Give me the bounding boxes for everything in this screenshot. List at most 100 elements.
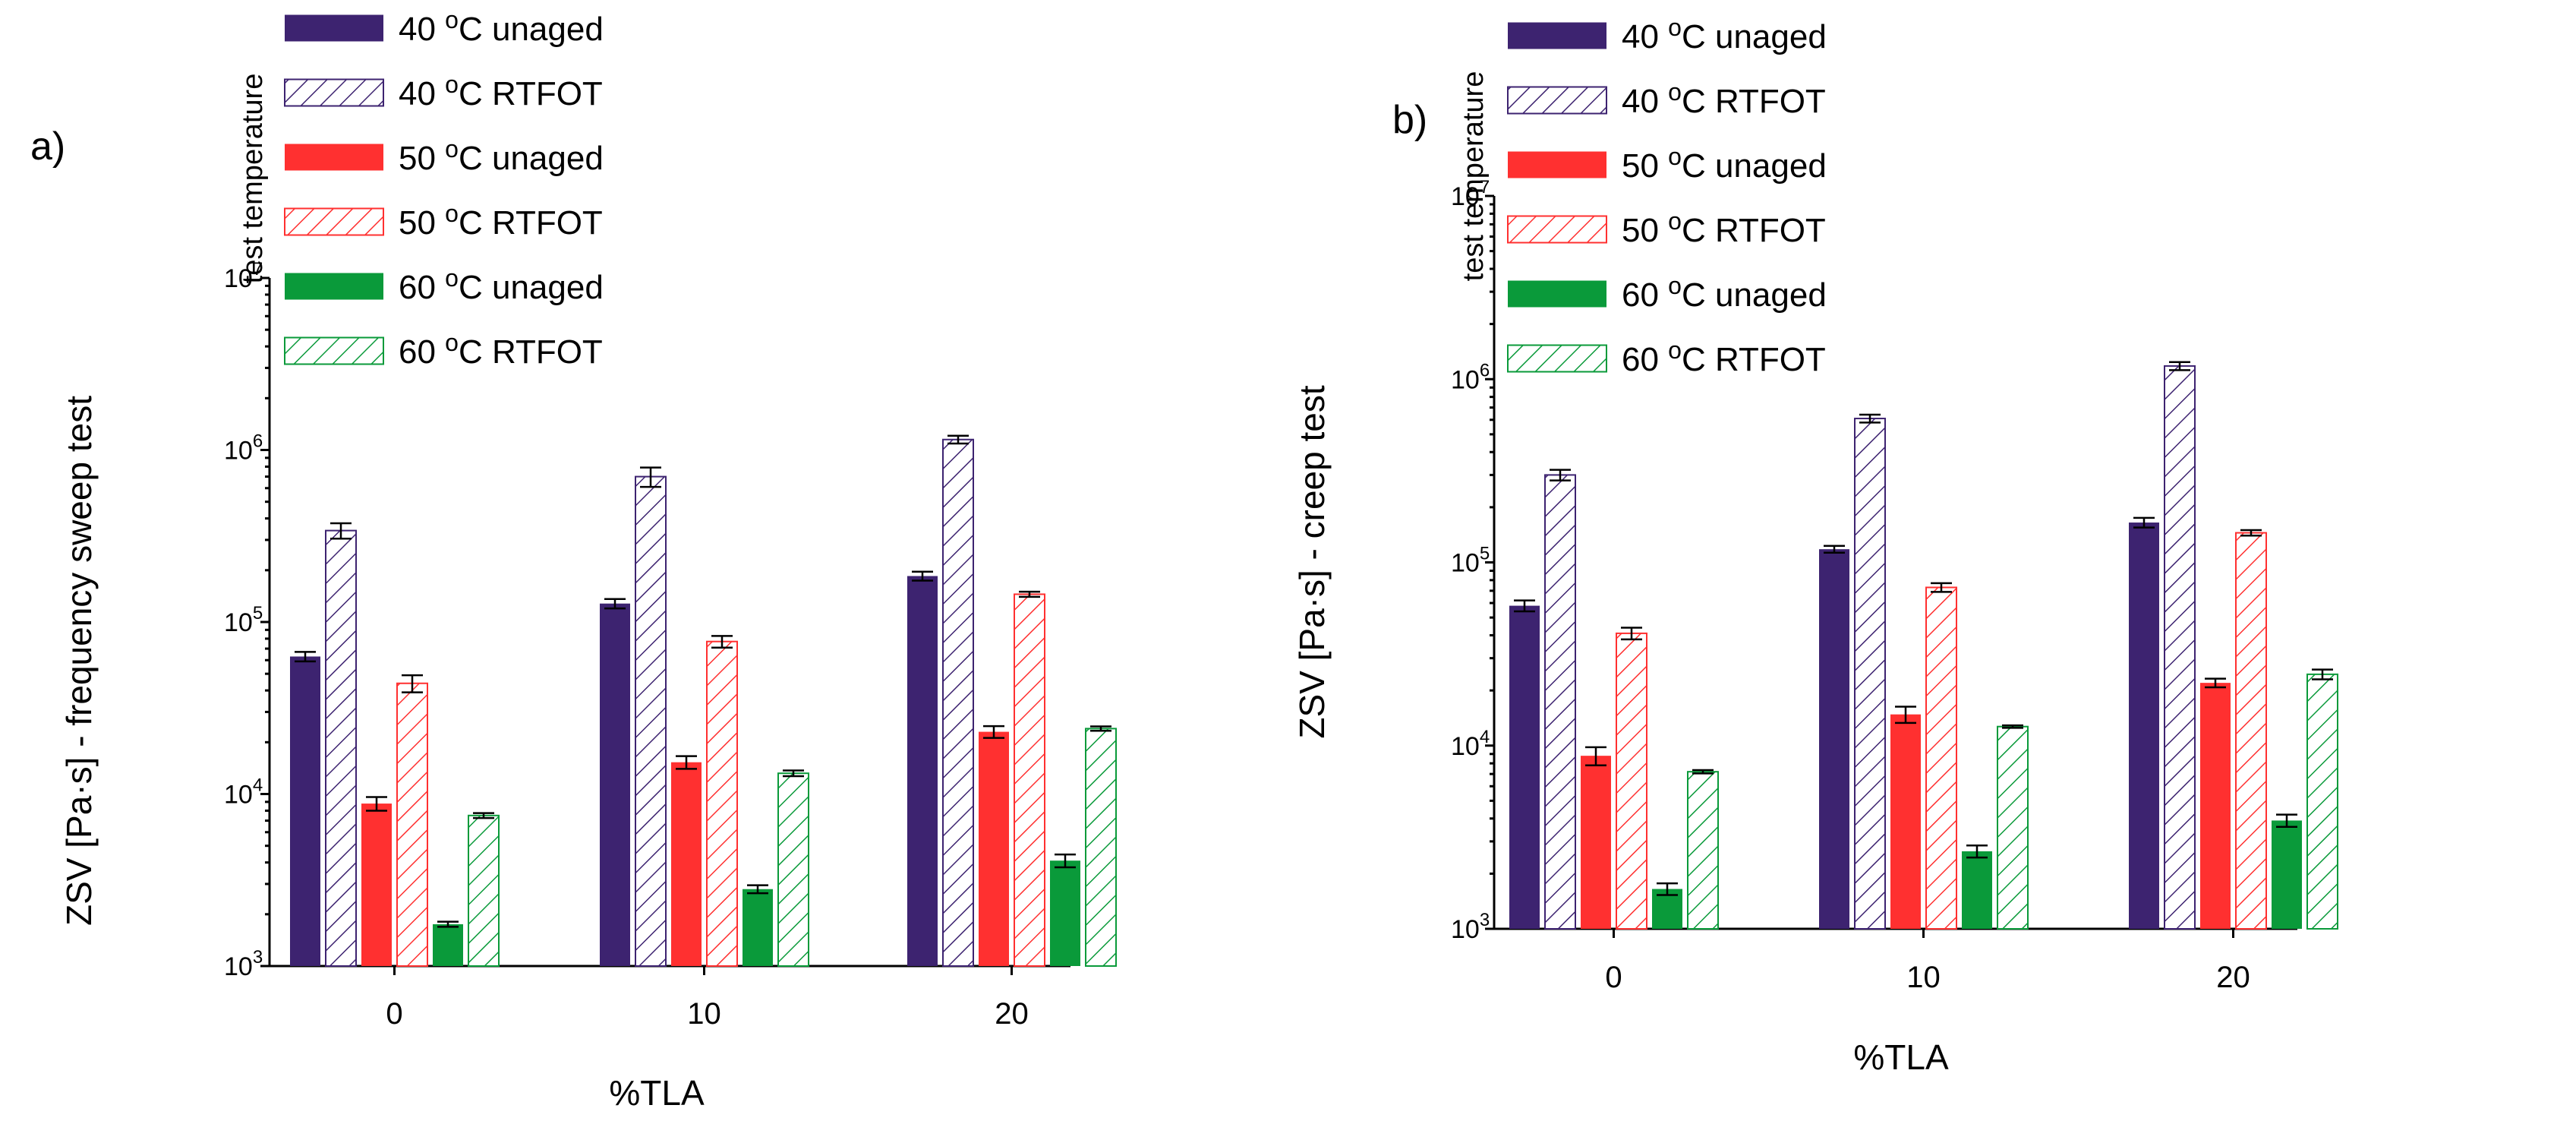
bar bbox=[1581, 756, 1611, 929]
bar bbox=[433, 924, 463, 966]
error-bar bbox=[676, 755, 697, 770]
bar bbox=[325, 529, 357, 967]
x-tick-label: 10 bbox=[687, 997, 721, 1031]
y-tick-label: 104 bbox=[224, 775, 263, 810]
error-bar bbox=[366, 796, 387, 812]
y-tick-label: 104 bbox=[1451, 727, 1490, 761]
error-bar bbox=[1514, 599, 1535, 613]
panel-label: a) bbox=[30, 125, 65, 169]
bar bbox=[2306, 673, 2338, 930]
y-tick-label: 107 bbox=[1451, 177, 1490, 211]
legend-entry-label: 40 oC unaged bbox=[1622, 14, 1827, 55]
legend-swatch bbox=[284, 207, 384, 236]
error-bar bbox=[2205, 677, 2226, 689]
y-tick-label: 105 bbox=[224, 603, 263, 637]
error-bar bbox=[747, 884, 768, 895]
error-bar bbox=[1550, 469, 1571, 481]
error-bar bbox=[1657, 882, 1678, 896]
y-tick-label: 106 bbox=[224, 431, 263, 466]
legend-title: test temperature bbox=[1458, 71, 1490, 282]
bar bbox=[2164, 365, 2196, 930]
legend-swatch bbox=[1508, 22, 1606, 49]
bar bbox=[2272, 820, 2302, 929]
error-bar bbox=[783, 769, 804, 778]
bar bbox=[907, 576, 938, 966]
bar bbox=[1925, 586, 1957, 930]
bar bbox=[1085, 728, 1117, 967]
legend-entry-label: 40 oC RTFOT bbox=[1622, 78, 1826, 120]
y-axis-label: ZSV [Pa·s] - frequency sweep test bbox=[59, 396, 99, 926]
bar bbox=[671, 762, 702, 966]
error-bar bbox=[2276, 813, 2297, 829]
error-bar bbox=[2002, 724, 2023, 729]
error-bar bbox=[473, 812, 494, 819]
legend: test temperature 40 oC unaged 40 oC RTFOT 5… bbox=[237, 6, 604, 371]
legend-entry-label: 60 oC RTFOT bbox=[1622, 336, 1826, 378]
error-bar bbox=[2312, 668, 2333, 680]
x-tick-label: 20 bbox=[2216, 961, 2250, 994]
legend-swatch bbox=[285, 273, 383, 300]
error-bar bbox=[1621, 627, 1642, 641]
x-axis-label: %TLA bbox=[1853, 1037, 1949, 1077]
bar bbox=[743, 889, 773, 966]
error-bar bbox=[402, 674, 423, 693]
bar bbox=[361, 804, 392, 966]
legend-swatch bbox=[1507, 86, 1607, 115]
error-bar bbox=[1931, 582, 1952, 593]
error-bar bbox=[1090, 725, 1111, 732]
bar bbox=[396, 682, 428, 968]
legend-entry-label: 60 oC unaged bbox=[1622, 272, 1827, 314]
error-bar bbox=[640, 466, 661, 488]
error-bar bbox=[2133, 516, 2155, 529]
error-bar bbox=[1966, 845, 1988, 859]
legend-entry-label: 50 oC RTFOT bbox=[1622, 207, 1826, 249]
error-bar bbox=[1692, 769, 1714, 775]
error-bar bbox=[1895, 706, 1916, 725]
legend-swatch bbox=[1507, 215, 1607, 244]
error-bar bbox=[711, 635, 733, 649]
bar bbox=[1687, 771, 1719, 930]
legend-entry-label: 60 oC unaged bbox=[399, 264, 604, 306]
y-tick-label: 106 bbox=[1451, 360, 1490, 394]
error-bar bbox=[437, 920, 459, 928]
legend-swatch bbox=[285, 144, 383, 171]
legend: test temperature 40 oC unaged 40 oC RTFOT 5… bbox=[1458, 14, 1827, 378]
bar bbox=[2235, 532, 2267, 930]
x-tick-label: 0 bbox=[386, 997, 402, 1031]
legend-entry-label: 40 oC unaged bbox=[399, 6, 604, 48]
error-bar bbox=[330, 522, 352, 540]
bar bbox=[942, 438, 974, 967]
bar bbox=[1854, 418, 1886, 930]
error-bar bbox=[1824, 545, 1845, 554]
error-bar bbox=[1019, 590, 1040, 598]
legend-swatch bbox=[284, 336, 384, 365]
bar bbox=[2200, 683, 2231, 929]
legend-title: test temperature bbox=[237, 74, 269, 284]
legend-swatch bbox=[284, 78, 384, 107]
bar bbox=[290, 656, 320, 966]
error-bar bbox=[2240, 529, 2262, 537]
error-bar bbox=[604, 598, 626, 610]
legend-entry-label: 50 oC unaged bbox=[399, 135, 604, 177]
bar bbox=[1544, 474, 1576, 930]
legend-entry-label: 60 oC RTFOT bbox=[399, 329, 603, 371]
bar bbox=[1014, 593, 1045, 967]
bar bbox=[1997, 725, 2029, 930]
x-tick-label: 20 bbox=[995, 997, 1029, 1031]
x-tick-label: 10 bbox=[1906, 961, 1941, 994]
panel-label: b) bbox=[1392, 98, 1427, 142]
legend-swatch bbox=[1507, 344, 1607, 373]
y-tick-label: 107 bbox=[224, 259, 263, 293]
bar bbox=[468, 814, 500, 967]
bar bbox=[2129, 523, 2159, 929]
error-bar bbox=[983, 725, 1004, 739]
error-bar bbox=[1859, 413, 1881, 424]
bar bbox=[1819, 549, 1849, 929]
bar bbox=[1890, 714, 1921, 929]
legend-swatch bbox=[1508, 151, 1606, 178]
legend-swatch bbox=[285, 14, 383, 42]
y-axis-label: ZSV [Pa·s] - creep test bbox=[1292, 385, 1332, 738]
legend-swatch bbox=[1508, 280, 1606, 308]
error-bar bbox=[295, 651, 316, 663]
bar bbox=[1962, 851, 1992, 929]
